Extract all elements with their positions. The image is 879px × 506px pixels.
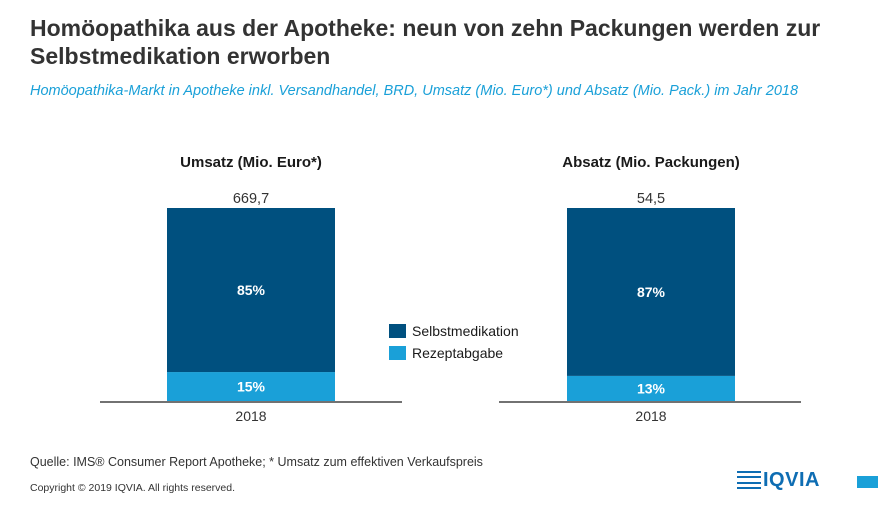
source-note: Quelle: IMS® Consumer Report Apotheke; *… [30, 455, 483, 469]
iqvia-logo: IQVIA [737, 470, 820, 490]
logo-text: IQVIA [763, 469, 820, 491]
legend-swatch-selbstmedikation [389, 324, 406, 338]
copyright-note: Copyright © 2019 IQVIA. All rights reser… [30, 482, 235, 494]
chart-2-bar-rezeptabgabe [567, 375, 735, 401]
chart-2-data-label-rezeptabgabe: 13% [637, 380, 666, 396]
chart-1-data-label-selbstmedikation: 85% [237, 282, 266, 298]
chart-1-data-label-rezeptabgabe: 15% [237, 379, 266, 395]
chart-1-total-label: 669,7 [233, 191, 269, 207]
legend-label-selbstmedikation: Selbstmedikation [412, 323, 519, 339]
legend: Selbstmedikation Rezeptabgabe [389, 320, 519, 364]
page-title: Homöopathika aus der Apotheke: neun von … [30, 15, 821, 69]
chart-1-title: Umsatz (Mio. Euro*) [180, 154, 322, 171]
chart-2-x-tick-label: 2018 [635, 408, 666, 424]
legend-item-selbstmedikation: Selbstmedikation [389, 320, 519, 342]
legend-swatch-rezeptabgabe [389, 346, 406, 360]
chart-2-bar-selbstmedikation [567, 208, 735, 376]
logo-accent-box [857, 476, 878, 488]
chart-2-total-label: 54,5 [637, 191, 665, 207]
chart-1-bar-selbstmedikation [167, 208, 335, 373]
chart-2-title: Absatz (Mio. Packungen) [562, 154, 740, 171]
legend-item-rezeptabgabe: Rezeptabgabe [389, 342, 519, 364]
chart-1-x-tick-label: 2018 [235, 408, 266, 424]
legend-label-rezeptabgabe: Rezeptabgabe [412, 345, 504, 361]
chart-2-data-label-selbstmedikation: 87% [637, 284, 666, 300]
page-subtitle: Homöopathika-Markt in Apotheke inkl. Ver… [30, 83, 799, 99]
chart-1-bar-rezeptabgabe [167, 372, 335, 401]
logo-stripes-icon [737, 471, 761, 489]
